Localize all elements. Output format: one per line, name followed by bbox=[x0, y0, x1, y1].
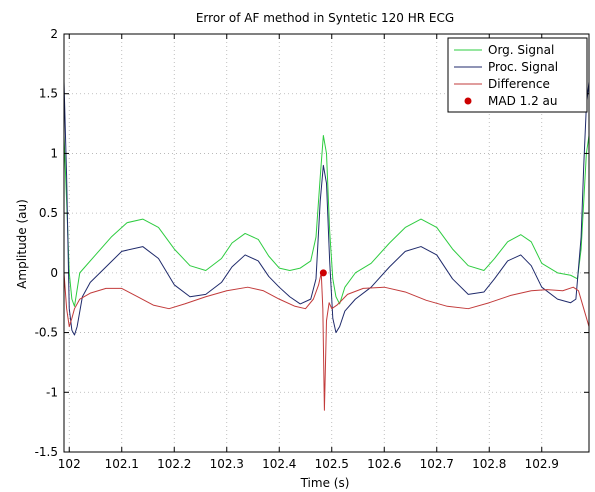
y-tick-label: 0.5 bbox=[39, 206, 58, 220]
y-tick-label: 1 bbox=[50, 146, 58, 160]
legend-label: MAD 1.2 au bbox=[488, 94, 557, 108]
y-tick-label: -1 bbox=[46, 385, 58, 399]
x-tick-label: 102.7 bbox=[420, 457, 454, 471]
x-tick-label: 102.9 bbox=[525, 457, 559, 471]
x-tick-label: 102 bbox=[58, 457, 81, 471]
x-tick-label: 102.5 bbox=[315, 457, 349, 471]
legend-label: Org. Signal bbox=[488, 43, 554, 57]
x-tick-label: 102.6 bbox=[367, 457, 401, 471]
y-tick-label: 0 bbox=[50, 266, 58, 280]
chart-title: Error of AF method in Syntetic 120 HR EC… bbox=[196, 11, 454, 25]
legend: Org. Signal Proc. Signal Difference MAD 1.2… bbox=[447, 37, 588, 113]
legend-label: Proc. Signal bbox=[488, 60, 558, 74]
legend-swatch-dot bbox=[464, 97, 472, 105]
series-line-org-signal bbox=[63, 135, 590, 307]
x-tick-label: 102.2 bbox=[157, 457, 191, 471]
x-tick-label: 102.4 bbox=[262, 457, 296, 471]
y-tick-label: -1.5 bbox=[35, 445, 58, 459]
plot-frame bbox=[63, 33, 590, 453]
x-tick-label: 102.8 bbox=[472, 457, 506, 471]
y-axis-label: Amplitude (au) bbox=[15, 199, 29, 289]
mad-point bbox=[319, 269, 327, 277]
series-line-proc-signal bbox=[63, 81, 590, 336]
point-layer bbox=[319, 269, 327, 277]
x-tick-label: 102.3 bbox=[210, 457, 244, 471]
legend-label: Difference bbox=[488, 77, 550, 91]
y-tick-label: 1.5 bbox=[39, 87, 58, 101]
y-tick-label: 2 bbox=[50, 27, 58, 41]
ticks: 102 102.1 102.2 102.3 102.4 102.5 102.6 102.7 10… bbox=[35, 27, 589, 471]
grid bbox=[64, 33, 589, 453]
x-tick-label: 102.1 bbox=[105, 457, 139, 471]
x-axis-label: Time (s) bbox=[300, 476, 350, 490]
y-tick-label: -0.5 bbox=[35, 326, 58, 340]
